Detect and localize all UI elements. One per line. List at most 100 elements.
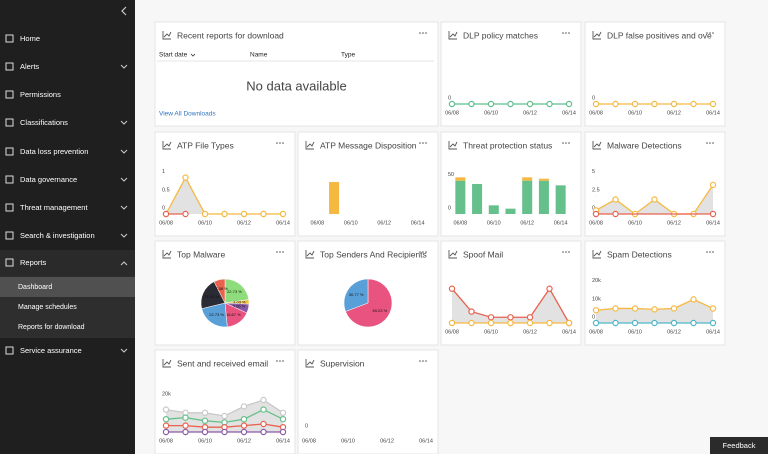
bar <box>455 177 466 181</box>
more-dot[interactable] <box>425 142 427 144</box>
data-point <box>631 100 639 108</box>
nav-item[interactable]: Data loss prevention <box>20 147 88 156</box>
chart-icon <box>593 250 602 257</box>
x-tick-label: 06/14 <box>562 329 576 335</box>
nav-item[interactable]: Service assurance <box>20 346 82 355</box>
data-point <box>507 319 514 327</box>
more-dot[interactable] <box>562 32 564 34</box>
card-background <box>154 21 439 127</box>
more-dot[interactable] <box>282 360 284 362</box>
more-dot[interactable] <box>422 32 424 34</box>
more-dot[interactable] <box>565 142 567 144</box>
sidebar <box>0 0 135 454</box>
nav-item[interactable]: Search & investigation <box>20 231 95 240</box>
more-dot[interactable] <box>279 251 281 253</box>
more-dot[interactable] <box>712 251 714 253</box>
more-dot[interactable] <box>422 142 424 144</box>
subnav-item[interactable]: Dashboard <box>18 284 52 291</box>
data-point <box>709 305 717 312</box>
data-point <box>565 100 573 108</box>
data-point <box>651 306 658 313</box>
nav-icon <box>5 203 14 212</box>
card-title: Recent reports for download <box>177 30 284 40</box>
card: Malware Detections02.5506/0806/1006/1206… <box>584 131 726 237</box>
bar <box>522 177 533 181</box>
more-dot[interactable] <box>425 251 427 253</box>
x-tick-label: 06/12 <box>237 220 251 226</box>
more-dot[interactable] <box>712 142 714 144</box>
chart-icon <box>449 250 458 257</box>
more-dot[interactable] <box>279 142 281 144</box>
feedback-button[interactable] <box>710 437 768 454</box>
more-dot[interactable] <box>422 360 424 362</box>
card: Spam Detections 0 10k 20k 06/08 06/10 06/12 06/… <box>584 240 726 346</box>
bar <box>555 185 566 214</box>
more-dot[interactable] <box>568 32 570 34</box>
more-dot[interactable] <box>419 142 421 144</box>
more-dot[interactable] <box>568 142 570 144</box>
chart-icon <box>449 141 458 148</box>
more-dot[interactable] <box>565 32 567 34</box>
nav-item[interactable]: Threat management <box>20 203 88 212</box>
more-dot[interactable] <box>709 32 711 34</box>
more-dot[interactable] <box>709 142 711 144</box>
more-dot[interactable] <box>565 251 567 253</box>
more-dot[interactable] <box>419 251 421 253</box>
x-tick-label: 06/14 <box>706 329 720 335</box>
y-tick-label: 20k <box>592 278 601 284</box>
subnav-item[interactable]: Manage schedules <box>18 304 77 311</box>
slice-label: 21.21 % <box>205 294 220 299</box>
data-point <box>487 100 495 108</box>
chart-icon <box>163 31 172 38</box>
more-dot[interactable] <box>419 32 421 34</box>
more-dot[interactable] <box>276 251 278 253</box>
nav-item[interactable]: Alerts <box>20 62 39 71</box>
more-dot[interactable] <box>425 32 427 34</box>
subnav-item[interactable]: Reports for download <box>18 324 85 331</box>
more-dot[interactable] <box>422 251 424 253</box>
nav-icon <box>5 118 14 127</box>
y-tick-label: 0 <box>592 314 595 320</box>
nav-item[interactable]: Permissions <box>20 90 61 99</box>
nav-item[interactable]: Classifications <box>20 118 68 127</box>
chart-icon <box>163 359 172 366</box>
data-point <box>592 100 600 108</box>
more-dot[interactable] <box>712 32 714 34</box>
more-dot[interactable] <box>706 142 708 144</box>
more-dot[interactable] <box>706 251 708 253</box>
y-tick-label: 0 <box>305 423 308 429</box>
bar <box>472 184 483 214</box>
feedback-label[interactable]: Feedback <box>723 441 756 450</box>
nav-item[interactable]: Reports <box>20 258 47 267</box>
chart-icon <box>306 250 315 257</box>
card: Recent reports for download Start date Nam… <box>154 21 439 127</box>
y-tick-label: 0 <box>448 205 451 211</box>
more-dot[interactable] <box>282 251 284 253</box>
download-link[interactable]: View All Downloads <box>159 111 216 118</box>
more-dot[interactable] <box>276 142 278 144</box>
more-dot[interactable] <box>282 142 284 144</box>
more-dot[interactable] <box>562 142 564 144</box>
data-point <box>670 305 678 312</box>
more-dot[interactable] <box>425 360 427 362</box>
collapse-button[interactable] <box>121 6 127 16</box>
data-point <box>546 285 553 292</box>
x-tick-label: 06/12 <box>667 220 681 226</box>
more-dot[interactable] <box>562 251 564 253</box>
more-dot[interactable] <box>709 251 711 253</box>
nav-item[interactable]: Home <box>20 34 40 43</box>
more-dot[interactable] <box>276 360 278 362</box>
more-dot[interactable] <box>706 32 708 34</box>
x-tick-label: 06/14 <box>276 438 290 444</box>
more-dot[interactable] <box>419 360 421 362</box>
data-point <box>260 210 267 218</box>
y-tick-label: 0 <box>448 95 451 101</box>
x-tick-label: 06/14 <box>276 220 290 226</box>
chart-icon <box>448 141 457 150</box>
more-dot[interactable] <box>279 360 281 362</box>
more-dot[interactable] <box>568 251 570 253</box>
data-point <box>546 100 553 108</box>
empty-message: No data available <box>246 78 346 93</box>
chart-icon <box>592 141 601 150</box>
nav-item[interactable]: Data governance <box>20 175 77 184</box>
